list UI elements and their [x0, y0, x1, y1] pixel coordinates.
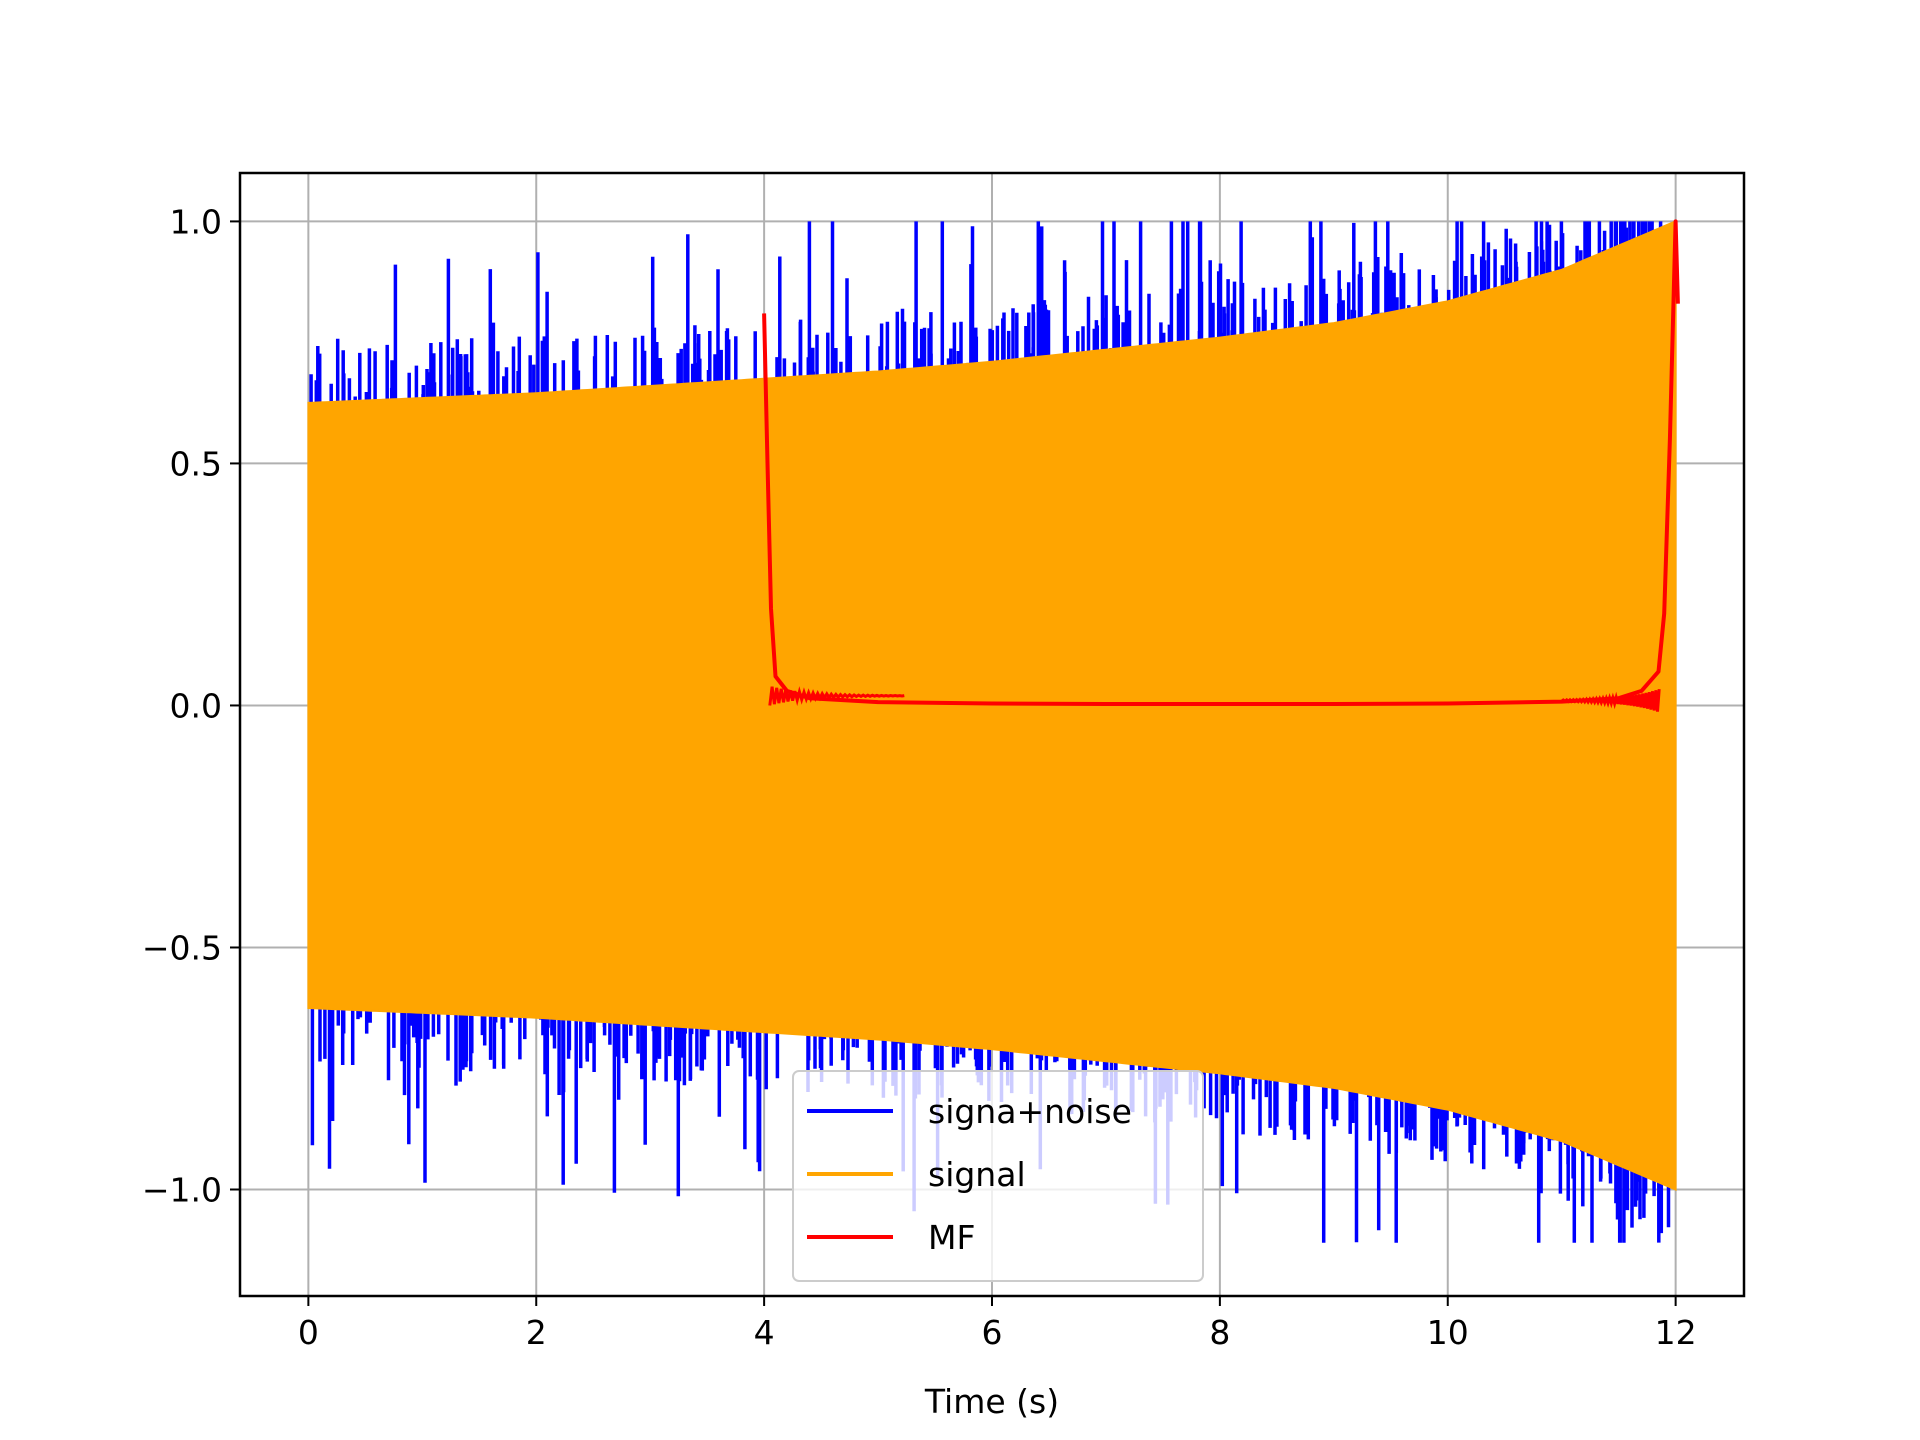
legend-label: signa+noise — [928, 1092, 1132, 1131]
legend-label: MF — [928, 1218, 975, 1257]
mf-line — [762, 219, 1680, 706]
x-tick-label: 0 — [298, 1313, 319, 1352]
legend-box — [792, 1070, 1204, 1282]
plot-area — [307, 219, 1680, 1243]
x-tick-label: 8 — [1209, 1313, 1230, 1352]
y-tick-label: −0.5 — [142, 928, 222, 967]
x-tick-label: 6 — [982, 1313, 1003, 1352]
legend-label: signal — [928, 1155, 1026, 1194]
legend: signa+noise signal MF — [792, 1070, 1204, 1282]
y-tick-label: 0.0 — [170, 686, 222, 725]
y-tick-label: −1.0 — [142, 1171, 222, 1210]
x-tick-label: 10 — [1427, 1313, 1469, 1352]
x-tick-label: 4 — [754, 1313, 775, 1352]
y-tick-label: 0.5 — [170, 444, 222, 483]
y-tick-label: 1.0 — [170, 202, 222, 241]
axis-ticks: 0 2 4 6 8 10 12 1.0 0.5 0.0 −0.5 −1.0 — [142, 202, 1697, 1352]
x-tick-label: 2 — [526, 1313, 547, 1352]
x-tick-label: 12 — [1655, 1313, 1697, 1352]
x-axis-label: Time (s) — [924, 1382, 1059, 1421]
mf-ripple — [768, 686, 1661, 712]
